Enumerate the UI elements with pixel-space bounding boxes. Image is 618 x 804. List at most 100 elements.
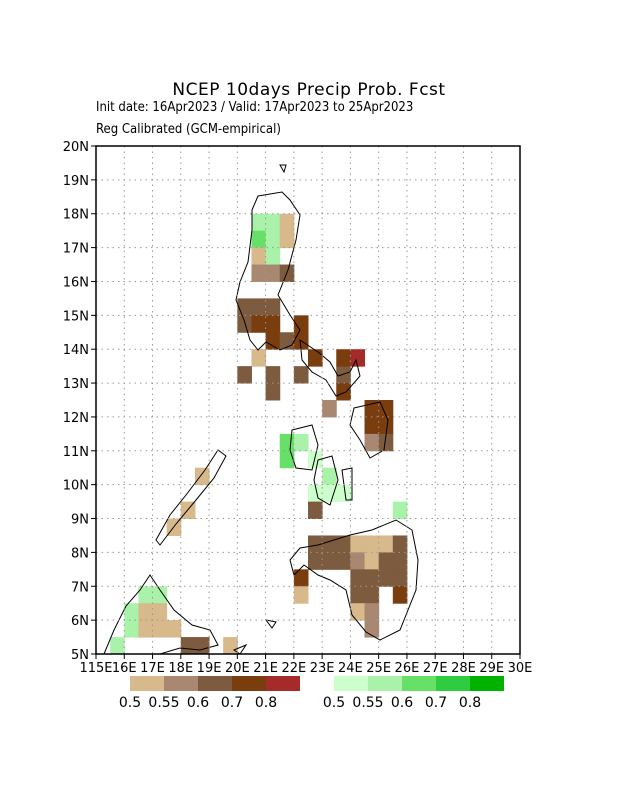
- prob-cell: [378, 552, 394, 570]
- prob-cell: [237, 315, 252, 333]
- prob-cell: [251, 349, 267, 367]
- lon-label: 24E: [338, 661, 363, 676]
- legend-label: 0.7: [221, 695, 243, 711]
- prob-cell: [322, 552, 337, 570]
- legend-swatch: [130, 676, 164, 691]
- prob-cell: [138, 620, 154, 638]
- prob-cell: [364, 535, 380, 553]
- prob-cell: [308, 450, 323, 469]
- prob-cell: [194, 467, 210, 486]
- prob-cell: [138, 586, 154, 604]
- prob-cell: [293, 366, 309, 384]
- lat-label: 5N: [71, 648, 89, 663]
- lon-label: 30E: [508, 661, 533, 676]
- prob-cell: [265, 230, 281, 249]
- prob-cell: [308, 535, 323, 553]
- prob-cell: [350, 586, 366, 604]
- prob-cell: [124, 603, 139, 621]
- prob-cell: [279, 230, 295, 249]
- prob-cell: [279, 213, 295, 232]
- lat-label: 8N: [71, 546, 89, 561]
- prob-cell: [364, 586, 380, 604]
- prob-cell: [308, 501, 323, 520]
- prob-cell: [251, 315, 267, 333]
- prob-cell: [152, 603, 168, 621]
- lat-label: 19N: [63, 174, 89, 189]
- legend-label: 0.8: [459, 695, 481, 711]
- prob-cell: [251, 213, 267, 232]
- prob-cell: [251, 230, 267, 249]
- prob-cell: [308, 552, 323, 570]
- legend-label: 0.8: [255, 695, 277, 711]
- lon-label: 27E: [423, 661, 448, 676]
- lon-label: 20E: [225, 661, 250, 676]
- lon-label: 16E: [112, 661, 137, 676]
- prob-cell: [392, 535, 408, 553]
- legend-swatch: [232, 676, 266, 691]
- method: Reg Calibrated (GCM-empirical): [96, 122, 281, 137]
- prob-cell: [279, 450, 295, 469]
- prob-cell: [350, 535, 366, 553]
- lat-label: 20N: [63, 140, 89, 155]
- prob-cell: [322, 535, 337, 553]
- prob-cell: [378, 400, 394, 418]
- legend-swatch: [164, 676, 198, 691]
- prob-cell: [364, 569, 380, 587]
- prob-cell: [378, 535, 394, 553]
- legend-label: 0.55: [148, 695, 179, 711]
- prob-cell: [293, 586, 309, 604]
- prob-cell: [293, 315, 309, 333]
- prob-cell: [152, 620, 168, 638]
- prob-cell: [251, 264, 267, 282]
- prob-cell: [336, 552, 351, 570]
- cells: [110, 213, 408, 655]
- prob-cell: [166, 620, 182, 638]
- prob-cell: [364, 416, 380, 435]
- prob-cell: [180, 501, 196, 520]
- legend-swatch: [334, 676, 368, 691]
- legend-label: 0.55: [352, 695, 383, 711]
- lat-label: 18N: [63, 208, 89, 223]
- prob-cell: [308, 349, 323, 367]
- prob-cell: [364, 433, 380, 452]
- prob-cell: [378, 569, 394, 587]
- prob-cell: [392, 569, 408, 587]
- legend-label: 0.5: [323, 695, 345, 711]
- lon-label: 25E: [366, 661, 391, 676]
- prob-cell: [124, 620, 139, 638]
- prob-cell: [265, 366, 281, 384]
- prob-cell: [138, 603, 154, 621]
- legend-label: 0.7: [425, 695, 447, 711]
- prob-cell: [194, 637, 210, 655]
- prob-cell: [350, 603, 366, 621]
- prob-cell: [336, 383, 351, 401]
- prob-cell: [392, 501, 408, 520]
- prob-cell: [364, 552, 380, 570]
- map-frame: [95, 145, 521, 655]
- lat-label: 15N: [63, 309, 89, 324]
- lat-label: 13N: [63, 377, 89, 392]
- prob-cell: [364, 603, 380, 621]
- lat-label: 12N: [63, 411, 89, 426]
- prob-cell: [265, 298, 281, 316]
- prob-cell: [265, 247, 281, 266]
- lat-label: 10N: [63, 479, 89, 494]
- prob-cell: [308, 484, 323, 503]
- legend: 0.5 0.55 0.6 0.7 0.8 0.5 0.55 0.6 0.7 0.8: [119, 676, 504, 711]
- prob-cell: [336, 366, 351, 384]
- prob-cell: [350, 349, 366, 367]
- lat-label: 17N: [63, 242, 89, 257]
- prob-cell: [350, 569, 366, 587]
- prob-cell: [237, 366, 252, 384]
- lon-label: 17E: [140, 661, 165, 676]
- prob-cell: [265, 383, 281, 401]
- lon-label: 22E: [281, 661, 306, 676]
- prob-cell: [279, 433, 295, 452]
- legend-label: 0.5: [119, 695, 141, 711]
- legend-swatch: [368, 676, 402, 691]
- prob-cell: [265, 315, 281, 333]
- prob-cell: [293, 569, 309, 587]
- prob-cell: [392, 552, 408, 570]
- lat-label: 9N: [71, 513, 89, 528]
- lon-label: 26E: [395, 661, 420, 676]
